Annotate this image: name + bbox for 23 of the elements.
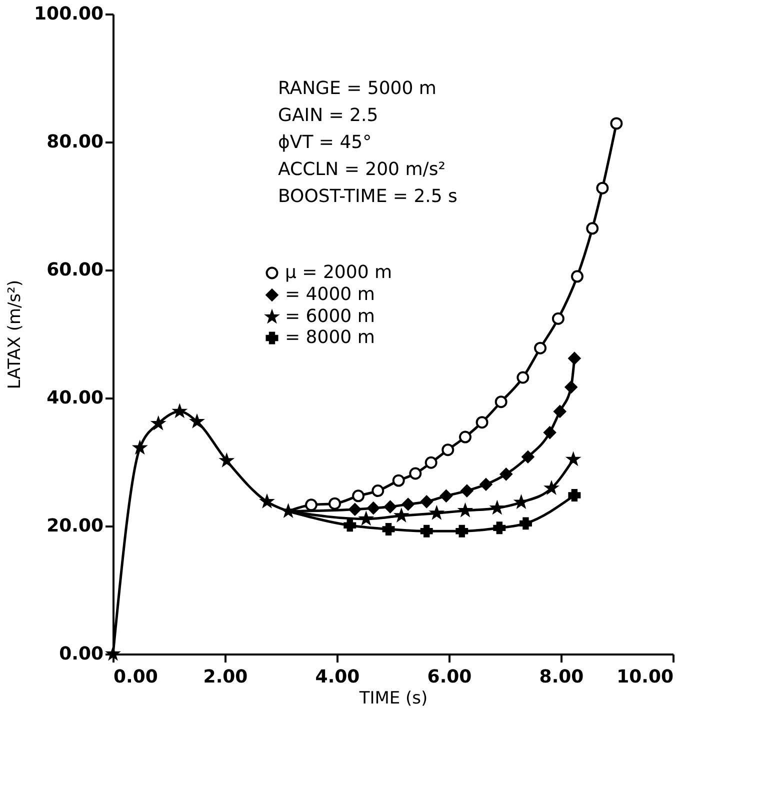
legend-label: = 6000 m (285, 306, 375, 327)
y-axis-title: LATAX (m/s²) (5, 280, 26, 390)
y-tick-label: 100.00 (34, 4, 104, 24)
x-tick-label: 0.00 (114, 666, 158, 688)
x-tick-label: 10.00 (616, 666, 674, 688)
x-axis-title: TIME (s) (358, 688, 428, 708)
annotation: BOOST-TIME = 2.5 s (278, 186, 458, 207)
y-tick-label: 80.00 (46, 132, 104, 152)
y-tick-label: 20.00 (46, 516, 104, 536)
annotation: RANGE = 5000 m (278, 78, 436, 99)
x-tick-label: 8.00 (539, 666, 584, 688)
y-tick-label: 40.00 (46, 388, 104, 408)
legend-label: = 4000 m (285, 284, 375, 305)
annotation: ACCLN = 200 m/s² (278, 159, 446, 180)
legend-label: μ = 2000 m (285, 262, 392, 283)
y-tick-label: 0.00 (59, 644, 104, 664)
annotation: GAIN = 2.5 (278, 105, 378, 126)
y-tick-label: 60.00 (46, 260, 104, 280)
annotation: ϕVT = 45° (278, 132, 372, 153)
x-tick-label: 6.00 (427, 666, 472, 688)
x-tick-label: 4.00 (315, 666, 360, 688)
x-tick-label: 2.00 (203, 666, 248, 688)
legend-label: = 8000 m (285, 327, 375, 348)
